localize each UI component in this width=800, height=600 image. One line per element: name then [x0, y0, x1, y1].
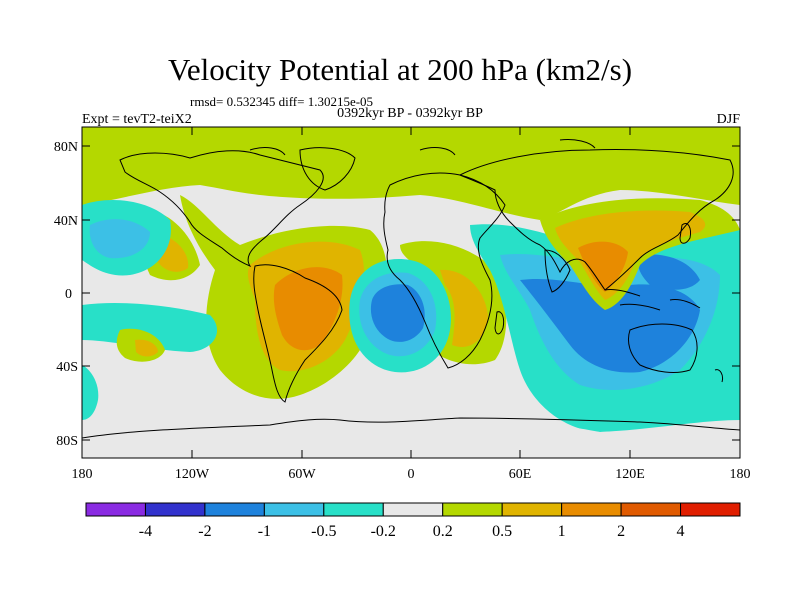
colorbar-swatch: [442, 502, 503, 517]
experiment-label: Expt = tevT2-teiX2: [82, 112, 192, 127]
colorbar-swatch: [501, 502, 563, 517]
colorbar-label: -4: [139, 523, 152, 540]
australia-outline: [627, 323, 698, 373]
axis-ticks: [82, 127, 740, 458]
west-pacific-negative-inner: [638, 254, 700, 290]
colorbar-label: 0.5: [492, 523, 512, 540]
colorbar-swatch: [680, 502, 741, 517]
colorbar-swatch: [620, 502, 682, 517]
indo-pacific-negative-core: [520, 278, 700, 373]
lon-label-120w: 120W: [175, 467, 210, 482]
asia-positive-core: [578, 241, 628, 292]
new-zealand-outline: [714, 369, 723, 383]
colorbar-swatch: [144, 502, 206, 517]
colorbar-label: -1: [258, 523, 271, 540]
japan-outline: [679, 223, 691, 244]
lat-label-40n: 40N: [54, 214, 78, 229]
lon-label-180w: 180: [72, 467, 93, 482]
colorbar-swatch: [561, 502, 622, 517]
colorbar-label: 0.2: [433, 523, 453, 540]
lat-label-80n: 80N: [54, 140, 78, 155]
colorbar-label: -0.5: [311, 523, 336, 540]
colorbar: -4 -2 -1 -0.5 -0.2 0.2 0.5 1 2 4: [85, 502, 741, 540]
colorbar-swatch: [204, 502, 265, 517]
southwest-negative: [82, 365, 99, 420]
arctic-islands-outline: [249, 139, 596, 156]
lon-label-120e: 120E: [615, 467, 645, 482]
asia-outline: [458, 148, 734, 291]
south-pacific-positive-core: [135, 339, 158, 357]
coastlines: [82, 139, 740, 439]
antarctic-neutral: [82, 417, 740, 458]
period-label: 0392kyr BP - 0392kyr BP: [337, 106, 483, 121]
lon-label-180e: 180: [730, 467, 751, 482]
colorbar-label: 4: [677, 523, 685, 540]
colorbar-swatch: [323, 502, 384, 517]
colorbar-label: 1: [558, 523, 566, 540]
lon-label-60e: 60E: [509, 467, 532, 482]
colorbar-swatch: [263, 502, 325, 517]
colorbar-label: 2: [617, 523, 625, 540]
stats-line: rmsd= 0.532345 diff= 1.30215e-05: [190, 94, 374, 109]
madagascar-outline: [494, 311, 505, 335]
south-america-outline: [253, 264, 343, 403]
season-label: DJF: [716, 112, 740, 127]
greenland-outline: [299, 147, 356, 191]
colorbar-label: -2: [198, 523, 211, 540]
west-pacific-negative-core: [89, 219, 150, 259]
india-outline: [544, 249, 571, 293]
colorbar-label: -0.2: [371, 523, 396, 540]
lat-label-80s: 80S: [56, 434, 78, 449]
lon-label-0: 0: [408, 467, 415, 482]
map-title: Velocity Potential at 200 hPa (km2/s): [167, 52, 633, 87]
south-atlantic-negative-core: [370, 284, 425, 342]
contour-field: [82, 127, 740, 458]
colorbar-swatch: [382, 502, 444, 517]
lat-label-40s: 40S: [56, 360, 78, 375]
maritime-continent-outline: [604, 289, 701, 311]
asia-positive-mid: [555, 210, 706, 300]
colorbar-swatch: [85, 502, 146, 517]
tropical-pacific-negative: [82, 303, 218, 352]
europe-africa-outline: [383, 172, 506, 369]
lat-label-0: 0: [65, 287, 72, 302]
africa-positive-core: [440, 269, 488, 347]
north-america-outline: [119, 150, 324, 268]
antarctica-outline: [82, 417, 740, 439]
lon-label-60w: 60W: [288, 467, 316, 482]
